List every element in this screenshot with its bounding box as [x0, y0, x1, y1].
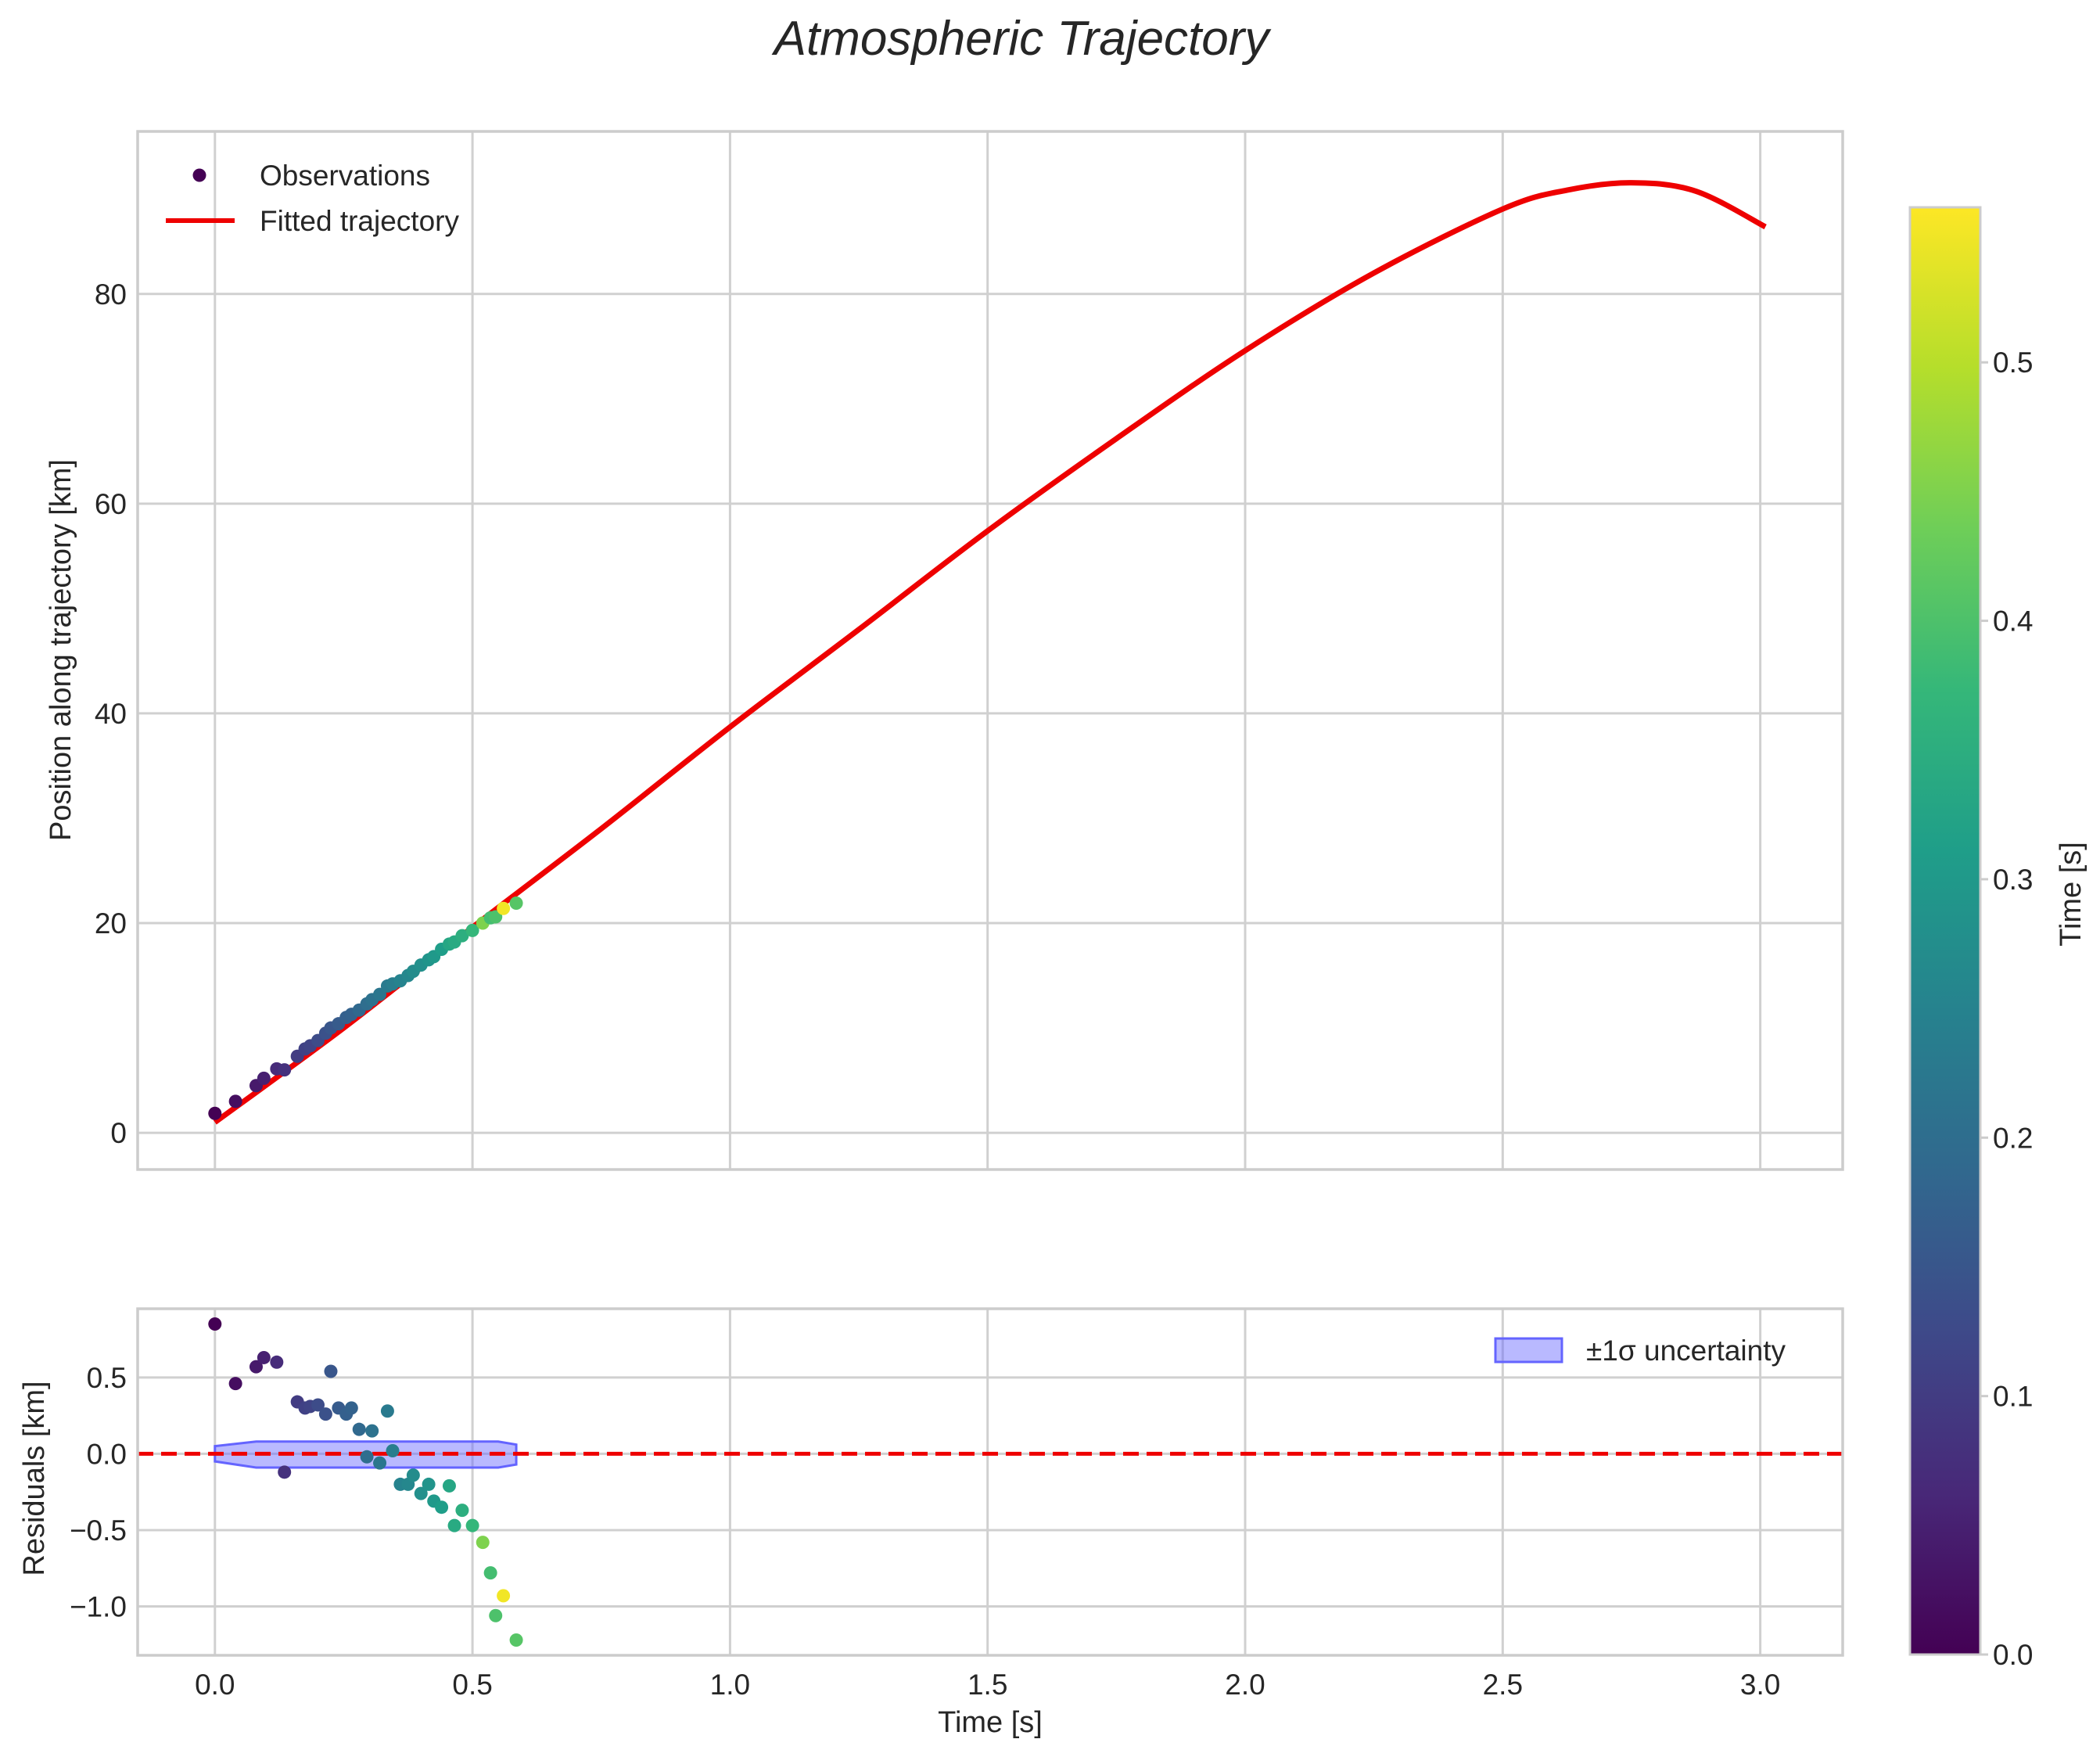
residual-point [476, 1536, 490, 1550]
residual-point [483, 1566, 497, 1580]
observation-point [509, 896, 523, 911]
residual-point [228, 1377, 242, 1391]
residual-point [365, 1424, 379, 1438]
residual-point [373, 1456, 387, 1470]
residual-point [249, 1360, 263, 1374]
x-tick-label: 0.5 [452, 1669, 492, 1701]
residual-point [455, 1504, 469, 1518]
residual-point [270, 1355, 284, 1369]
fitted-trajectory-line [213, 180, 1767, 1125]
residual-point [311, 1398, 325, 1412]
x-tick-label: 1.0 [710, 1669, 750, 1701]
observation-point [257, 1071, 271, 1085]
colorbar-tick-label: 0.2 [1993, 1122, 2033, 1154]
legend-uncertainty-swatch [1494, 1337, 1563, 1364]
bottom-y-axis-label: Residuals [km] [18, 1381, 51, 1576]
colorbar-tick-label: 0.1 [1993, 1381, 2033, 1413]
colorbar-tick-label: 0.4 [1993, 605, 2033, 638]
residual-point [447, 1518, 461, 1532]
bottom-axes-frame [136, 1307, 1844, 1657]
top-y-tick-label: 0 [110, 1117, 127, 1149]
legend-uncertainty-label: ±1σ uncertainty [1586, 1335, 1786, 1367]
fitted-trajectory-layer [213, 180, 1767, 1125]
legend-fitted-trajectory-label: Fitted trajectory [260, 205, 459, 237]
top-panel: 0 20 40 60 80 Position along trajectory [km]… [45, 130, 1844, 1171]
residual-point [344, 1401, 358, 1415]
observation-point [489, 910, 503, 924]
top-y-ticks: 0 20 40 60 80 [95, 278, 127, 1149]
residual-point [465, 1518, 479, 1532]
colorbar-bar [1908, 206, 1982, 1656]
residual-point [497, 1589, 511, 1603]
x-axis-label: Time [s] [938, 1706, 1043, 1739]
observation-point [497, 901, 511, 915]
residual-point [318, 1407, 332, 1421]
bottom-y-ticks: 0.5 0.0 −0.5 −1.0 [70, 1362, 127, 1623]
top-grid [138, 131, 1843, 1170]
top-y-axis-label: Position along trajectory [km] [45, 459, 77, 841]
residual-point [414, 1486, 428, 1500]
residual-point [386, 1443, 400, 1457]
colorbar-tick-label: 0.5 [1993, 347, 2033, 379]
residual-point [422, 1477, 436, 1491]
x-tick-label: 1.5 [967, 1669, 1007, 1701]
bottom-panel: 0.0 0.5 1.0 1.5 2.0 2.5 3.0 0.5 0.0 −0.5 −1.0 Res… [18, 1307, 1844, 1739]
residual-point [380, 1404, 394, 1418]
residual-point [352, 1422, 366, 1436]
observation-point [208, 1106, 222, 1120]
bottom-y-tick-label: −1.0 [70, 1591, 127, 1623]
residual-points [208, 1317, 523, 1647]
colorbar-ticks: 0.0 0.1 0.2 0.3 0.4 0.5 [1980, 347, 2033, 1671]
x-tick-label: 3.0 [1740, 1669, 1780, 1701]
residual-point [489, 1608, 503, 1622]
observation-point [278, 1063, 292, 1077]
bottom-y-tick-label: 0.5 [87, 1362, 127, 1394]
bottom-y-tick-label: 0.0 [87, 1438, 127, 1470]
residual-point [406, 1468, 420, 1482]
top-y-tick-label: 20 [95, 907, 127, 940]
residual-point [509, 1633, 523, 1647]
observation-point [228, 1094, 242, 1108]
bottom-legend: ±1σ uncertainty [1494, 1335, 1786, 1367]
legend-observations-label: Observations [260, 160, 430, 192]
observation-points [208, 896, 523, 1120]
residual-point [360, 1450, 374, 1464]
bottom-y-tick-label: −0.5 [70, 1514, 127, 1547]
colorbar: 0.0 0.1 0.2 0.3 0.4 0.5 Time [s] [1908, 206, 2087, 1671]
colorbar-label: Time [s] [2055, 842, 2087, 947]
observation-point [373, 987, 387, 1001]
residual-point [208, 1317, 222, 1331]
residual-point [324, 1364, 338, 1378]
residual-point [257, 1350, 271, 1364]
observation-point [455, 929, 469, 943]
chart-title: Atmospheric Trajectory [771, 12, 1273, 66]
top-legend: Observations Fitted trajectory [166, 160, 459, 237]
colorbar-tick-label: 0.3 [1993, 864, 2033, 896]
residual-point [442, 1479, 456, 1493]
x-tick-label: 0.0 [195, 1669, 235, 1701]
x-tick-label: 2.0 [1225, 1669, 1265, 1701]
bottom-x-ticks: 0.0 0.5 1.0 1.5 2.0 2.5 3.0 [195, 1669, 1780, 1701]
top-y-tick-label: 60 [95, 488, 127, 520]
legend-observations-marker [192, 168, 206, 182]
observation-point [465, 923, 479, 937]
x-tick-label: 2.5 [1483, 1669, 1523, 1701]
colorbar-tick-label: 0.0 [1993, 1639, 2033, 1671]
residual-point [435, 1500, 449, 1514]
top-y-tick-label: 80 [95, 278, 127, 311]
top-axes-frame [136, 130, 1844, 1171]
residual-point [278, 1465, 292, 1479]
top-y-tick-label: 40 [95, 698, 127, 730]
